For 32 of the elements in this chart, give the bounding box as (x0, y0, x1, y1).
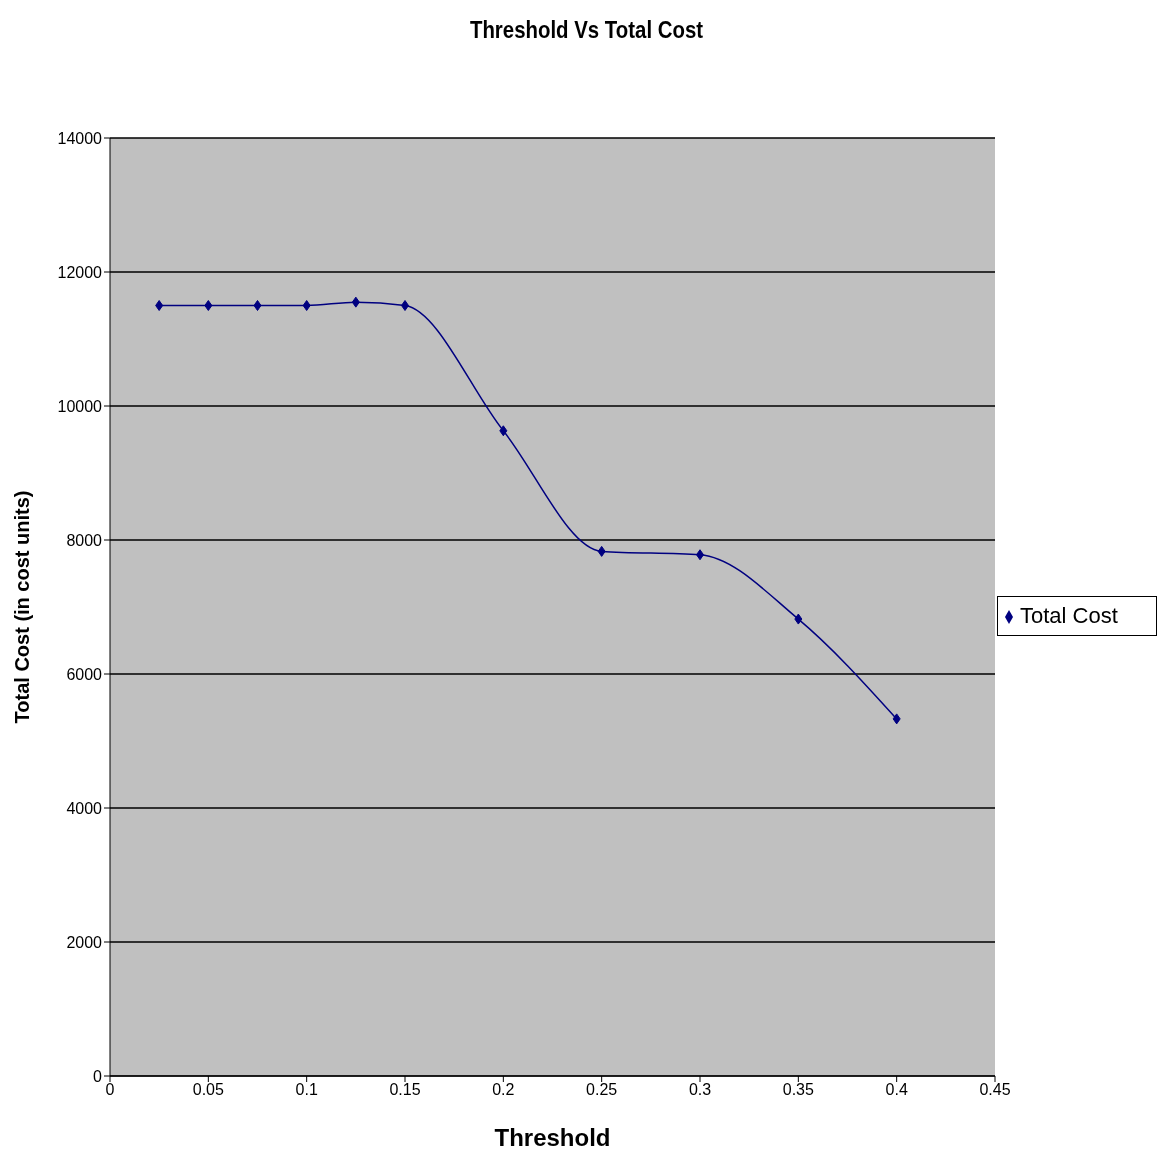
point (401, 300, 409, 311)
y-tick-label: 0 (93, 1067, 103, 1085)
legend-label: Total Cost (1020, 603, 1118, 628)
x-tick-label: 0.3 (688, 1081, 712, 1099)
point (794, 613, 803, 625)
y-tick-label: 2000 (66, 933, 103, 951)
y-tick-label: 4000 (66, 799, 103, 817)
point (302, 300, 311, 311)
point (253, 300, 262, 311)
x-tick-label: 0.1 (295, 1081, 318, 1099)
y-tick-label: 8000 (66, 531, 103, 549)
y-tick-label: 10000 (57, 397, 103, 415)
point (351, 296, 360, 308)
point (499, 425, 508, 437)
x-tick-label: 0.35 (782, 1081, 815, 1099)
x-axis-title: Threshold (494, 1124, 611, 1151)
point (155, 300, 164, 311)
y-axis-title: Total Cost (in cost units) (11, 490, 34, 724)
x-tick-label: 0.05 (192, 1081, 225, 1099)
point (204, 300, 213, 311)
x-tick-label: 0.15 (389, 1081, 421, 1099)
x-tick-label: 0.45 (979, 1081, 1011, 1099)
chart-title: Threshold Vs Total Cost (468, 15, 705, 45)
x-tick-label: 0.25 (586, 1081, 618, 1099)
x-tick-label: 0 (105, 1081, 115, 1099)
y-tick-label: 6000 (66, 665, 103, 683)
point (597, 545, 606, 557)
point (892, 713, 901, 725)
x-tick-label: 0.2 (492, 1081, 515, 1099)
y-tick-label: 14000 (57, 129, 103, 147)
y-tick-label: 12000 (57, 263, 103, 281)
x-tick-label: 0.4 (885, 1081, 908, 1099)
